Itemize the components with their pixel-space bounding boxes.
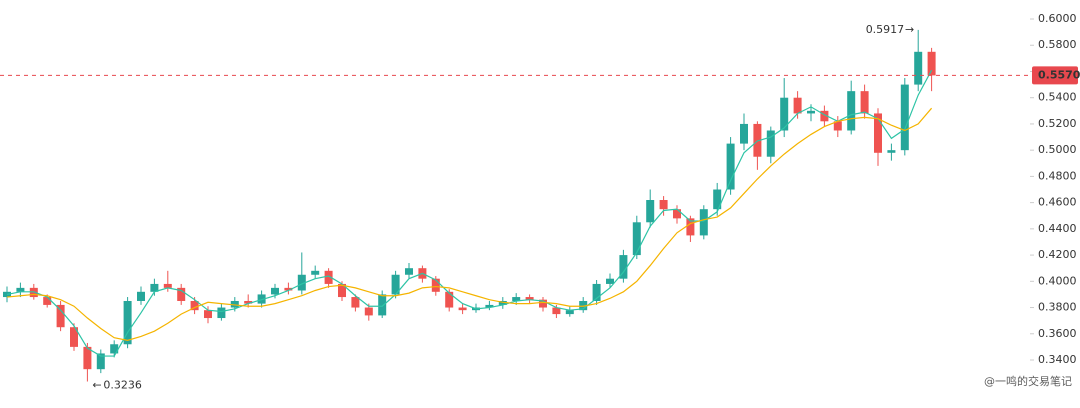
candle-body — [244, 300, 253, 304]
y-tick-label: 0.4400 — [1038, 222, 1077, 235]
candle-body — [351, 297, 360, 308]
moving-average — [6, 69, 933, 357]
candle-body — [364, 307, 373, 316]
y-tick-label: 0.4800 — [1038, 169, 1077, 182]
candle-body — [807, 110, 815, 114]
candle-body — [485, 304, 494, 308]
candle-body — [177, 287, 186, 301]
candle-body — [579, 300, 588, 311]
candle-body — [606, 278, 614, 284]
candle-body — [190, 300, 199, 311]
candle-body — [271, 287, 279, 295]
candle-body — [740, 123, 748, 144]
low-arrow: ← — [92, 379, 101, 392]
y-tick-label: 0.4200 — [1038, 248, 1077, 261]
candle-body — [847, 91, 856, 131]
candle-body — [324, 270, 333, 284]
candle-body — [445, 291, 454, 308]
y-tick-label: 0.5000 — [1038, 143, 1077, 156]
candle-body — [16, 287, 25, 292]
y-tick-label: 0.3800 — [1038, 301, 1077, 314]
candle-body — [914, 51, 923, 85]
candle-body — [70, 327, 78, 347]
moving-average — [6, 107, 933, 341]
candle-body — [619, 255, 628, 279]
candle-body — [43, 297, 52, 305]
candle-body — [646, 200, 655, 223]
candle-body — [713, 189, 722, 210]
candle-body — [699, 209, 708, 236]
candle-body — [217, 307, 226, 319]
last-price-label: 0.5570 — [1038, 68, 1080, 81]
candle-body — [204, 310, 212, 319]
candle-body — [686, 218, 695, 236]
y-tick-label: 0.5200 — [1038, 117, 1077, 130]
candle-body — [163, 283, 172, 288]
candle-body — [110, 344, 119, 354]
y-tick-label: 0.4000 — [1038, 274, 1077, 287]
high-arrow: → — [905, 23, 914, 36]
candle-body — [539, 299, 547, 308]
candle-body — [29, 287, 38, 298]
candle-body — [96, 353, 105, 370]
y-tick-label: 0.5400 — [1038, 91, 1077, 104]
candle-body — [860, 91, 869, 114]
candle-body — [498, 300, 507, 305]
candle-body — [766, 130, 775, 157]
candle-body — [874, 113, 882, 153]
y-tick-label: 0.4600 — [1038, 196, 1077, 209]
candle-body — [753, 123, 762, 157]
candle-body — [726, 143, 735, 190]
candle-body — [552, 307, 561, 315]
high-label: 0.5917 — [866, 23, 905, 36]
y-tick-label: 0.6000 — [1038, 12, 1077, 25]
last-price-box — [1032, 66, 1078, 85]
candle-body — [150, 283, 159, 292]
candle-body — [900, 84, 909, 151]
candle-body — [405, 268, 413, 275]
candle-body — [123, 300, 132, 345]
candle-body — [525, 297, 534, 300]
candle-body — [632, 222, 641, 256]
candle-body — [56, 304, 65, 328]
candle-body — [83, 346, 92, 370]
y-tick-label: 0.3600 — [1038, 327, 1077, 340]
candle-body — [311, 270, 320, 275]
candle-body — [257, 294, 266, 304]
candle-body — [793, 97, 802, 114]
candle-body — [592, 283, 601, 301]
candle-body — [284, 287, 293, 291]
candle-body — [391, 274, 400, 295]
candle-body — [659, 200, 668, 210]
y-tick-label: 0.3400 — [1038, 353, 1077, 366]
candle-body — [820, 110, 829, 122]
candle-body — [512, 297, 521, 301]
low-label: 0.3236 — [103, 379, 141, 392]
candle-body — [230, 300, 239, 308]
candle-body — [431, 278, 440, 292]
candle-body — [833, 121, 842, 131]
candle-body — [378, 294, 387, 316]
candle-body — [927, 51, 936, 76]
candle-body — [673, 209, 681, 219]
candle-body — [565, 310, 574, 315]
y-tick-label: 0.5800 — [1038, 38, 1077, 51]
candle-body — [458, 307, 467, 311]
watermark: @一鸣的交易笔记 — [984, 374, 1072, 388]
candle-body — [137, 291, 145, 301]
candle-body — [297, 274, 306, 291]
candle-body — [887, 150, 896, 153]
candle-body — [780, 97, 789, 131]
candle-body — [338, 283, 346, 298]
